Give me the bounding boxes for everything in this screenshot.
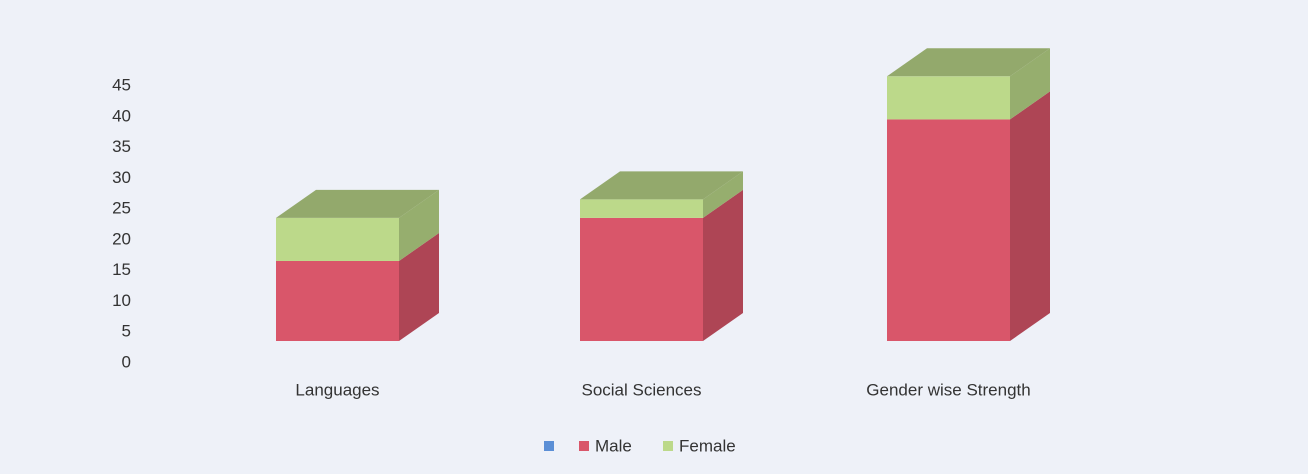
legend-swatch <box>544 441 554 451</box>
bar-side <box>703 171 743 218</box>
x-tick-label: Languages <box>295 380 379 399</box>
bar-top <box>580 171 743 200</box>
legend-swatch <box>663 441 673 451</box>
bar <box>887 119 1010 342</box>
x-tick-label: Gender wise Strength <box>866 380 1030 399</box>
bar-side <box>703 189 743 341</box>
legend-label: Female <box>679 436 736 455</box>
y-tick-label: 10 <box>112 291 131 310</box>
bar-top <box>276 189 439 218</box>
y-tick-label: 35 <box>112 137 131 156</box>
x-tick-label: Social Sciences <box>581 380 701 399</box>
bar <box>276 260 399 341</box>
y-tick-label: 30 <box>112 168 131 187</box>
y-tick-label: 25 <box>112 199 131 218</box>
y-tick-label: 0 <box>122 352 131 371</box>
bar <box>887 76 1010 120</box>
legend-swatch <box>579 441 589 451</box>
bar <box>580 217 703 341</box>
legend-label: Male <box>595 436 632 455</box>
y-tick-label: 45 <box>112 75 131 94</box>
y-tick-label: 5 <box>122 322 131 341</box>
y-tick-label: 20 <box>112 229 131 248</box>
bar-side <box>399 232 439 341</box>
bar <box>276 217 399 261</box>
y-tick-label: 40 <box>112 106 131 125</box>
bar-side <box>1010 48 1050 120</box>
y-tick-label: 15 <box>112 260 131 279</box>
bar-side <box>1010 91 1050 342</box>
bar-side <box>399 189 439 261</box>
bar-top <box>887 48 1050 77</box>
bar <box>580 199 703 218</box>
